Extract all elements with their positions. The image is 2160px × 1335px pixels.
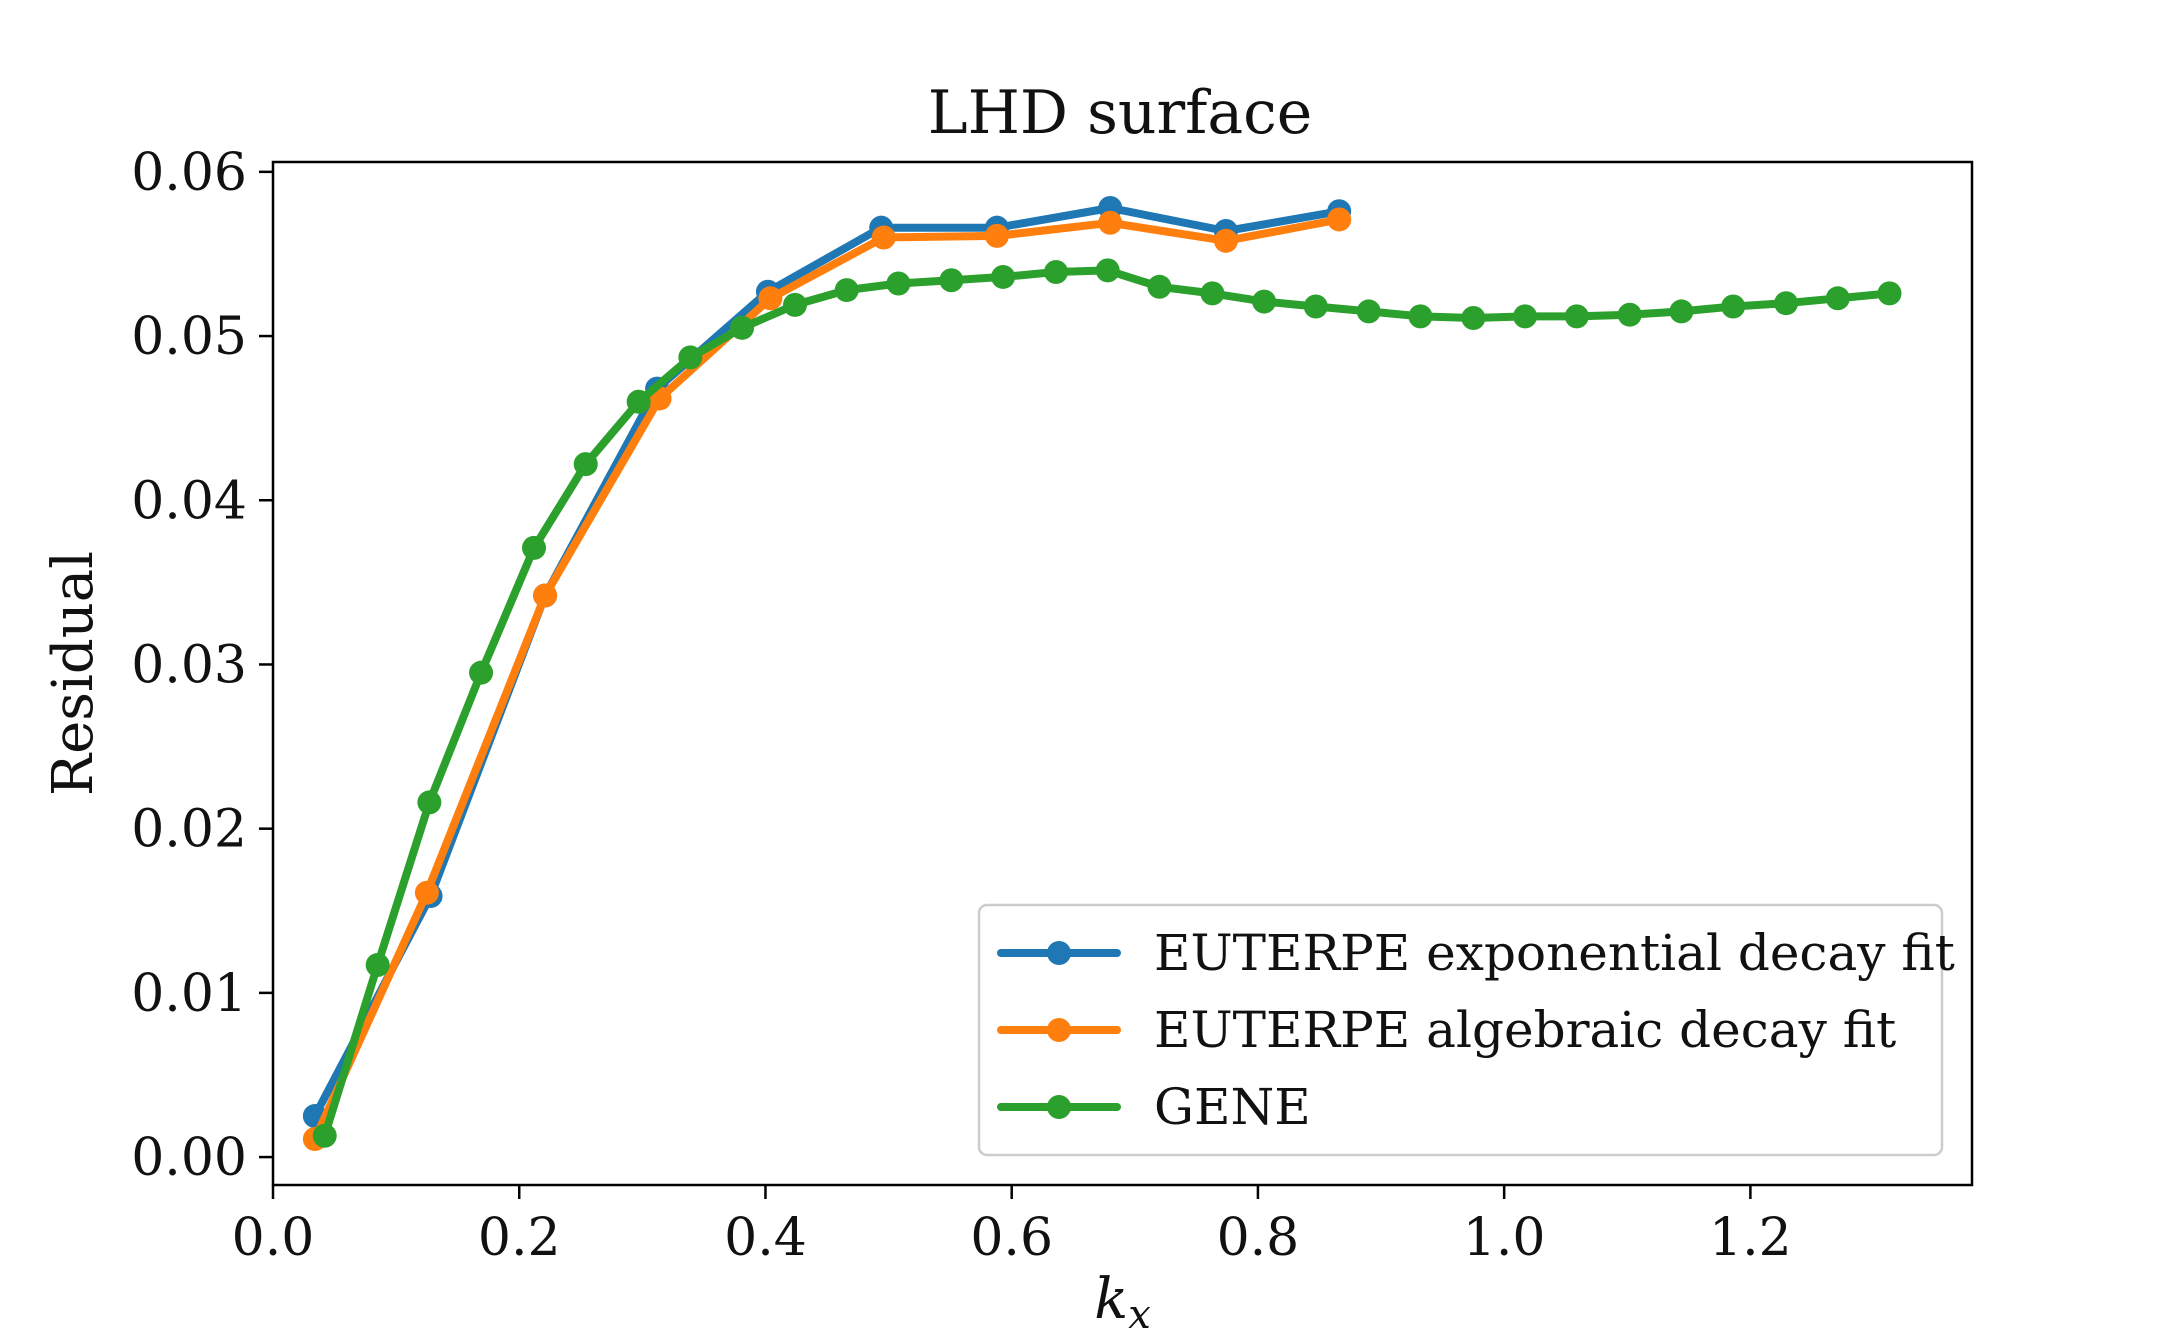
data-point-s2-23 — [1513, 304, 1538, 329]
y-tick-label: 0.04 — [131, 471, 247, 531]
plot-frame — [271, 160, 1974, 1187]
data-point-s2-4 — [522, 535, 547, 560]
series-line-1 — [310, 215, 1344, 1143]
legend-swatch-marker-1 — [1047, 1018, 1071, 1042]
data-point-s2-24 — [1564, 304, 1589, 329]
data-point-s2-19 — [1303, 294, 1328, 319]
x-tick-label: 0.4 — [724, 1208, 807, 1268]
data-point-s2-22 — [1461, 305, 1486, 330]
data-point-s2-20 — [1356, 299, 1381, 324]
legend-label-0: EUTERPE exponential decay fit — [1154, 924, 1955, 982]
data-point-s1-1 — [414, 880, 439, 905]
y-tick-label: 0.06 — [131, 143, 247, 203]
y-tick-label: 0.05 — [131, 307, 247, 367]
data-point-s2-10 — [834, 278, 859, 303]
y-axis-title: Residual — [41, 551, 106, 796]
data-point-s1-2 — [533, 583, 558, 608]
y-tick-label: 0.01 — [131, 964, 247, 1024]
data-point-s1-7 — [1098, 210, 1123, 235]
legend-swatch-marker-0 — [1047, 941, 1071, 965]
data-point-s2-18 — [1252, 289, 1277, 314]
legend: EUTERPE exponential decay fit EUTERPE alg… — [977, 903, 1955, 1157]
x-axis-title-subscript: x — [1128, 1292, 1151, 1335]
data-point-s2-14 — [1044, 260, 1069, 285]
data-point-s2-7 — [678, 345, 703, 370]
legend-label-2: GENE — [1154, 1078, 1311, 1136]
data-point-s2-17 — [1200, 281, 1225, 306]
data-point-s2-15 — [1095, 258, 1120, 283]
data-point-s2-16 — [1147, 274, 1172, 299]
data-point-s2-21 — [1408, 304, 1433, 329]
data-point-s2-5 — [573, 452, 598, 477]
data-point-s1-6 — [984, 223, 1009, 248]
x-tick-label: 0.6 — [970, 1208, 1053, 1268]
data-point-s2-6 — [626, 389, 651, 414]
data-point-s1-8 — [1213, 228, 1238, 253]
x-tick-label: 1.2 — [1709, 1208, 1792, 1268]
x-tick-label: 0.0 — [232, 1208, 315, 1268]
data-point-s2-30 — [1877, 281, 1902, 306]
data-point-s2-11 — [886, 271, 911, 296]
series-layer — [302, 195, 1902, 1152]
data-point-s2-3 — [469, 660, 494, 685]
x-tick-label: 0.8 — [1217, 1208, 1300, 1268]
data-point-s2-13 — [991, 264, 1016, 289]
data-point-s1-4 — [758, 286, 783, 311]
data-point-s2-27 — [1721, 294, 1746, 319]
x-tick-label: 1.0 — [1463, 1208, 1546, 1268]
data-point-s1-5 — [871, 225, 896, 250]
x-tick-label: 0.2 — [478, 1208, 561, 1268]
chart-title: LHD surface — [928, 78, 1313, 148]
data-point-s2-0 — [312, 1123, 337, 1148]
legend-swatch-marker-2 — [1047, 1095, 1071, 1119]
data-point-s2-8 — [730, 315, 755, 340]
data-point-s2-28 — [1774, 291, 1799, 316]
y-tick-label: 0.00 — [131, 1128, 247, 1188]
x-axis-title-main: k — [1094, 1267, 1128, 1332]
legend-box — [977, 903, 1944, 1157]
data-point-s1-9 — [1327, 207, 1352, 232]
data-point-s2-26 — [1669, 299, 1694, 324]
data-point-s2-12 — [939, 268, 964, 293]
data-point-s2-2 — [417, 790, 442, 815]
data-point-s2-9 — [783, 292, 808, 317]
data-point-s2-1 — [365, 952, 390, 977]
ticks-layer: 0.0 0.2 0.4 0.6 0.8 1.0 1.2 0.00 0.01 0.02 0.03 0.0… — [131, 143, 1792, 1268]
y-tick-label: 0.02 — [131, 800, 247, 860]
data-point-s2-25 — [1617, 302, 1642, 327]
legend-label-1: EUTERPE algebraic decay fit — [1154, 1001, 1896, 1059]
data-point-s2-29 — [1825, 286, 1850, 311]
y-tick-label: 0.03 — [131, 635, 247, 695]
x-axis-title: kx — [1094, 1267, 1151, 1335]
